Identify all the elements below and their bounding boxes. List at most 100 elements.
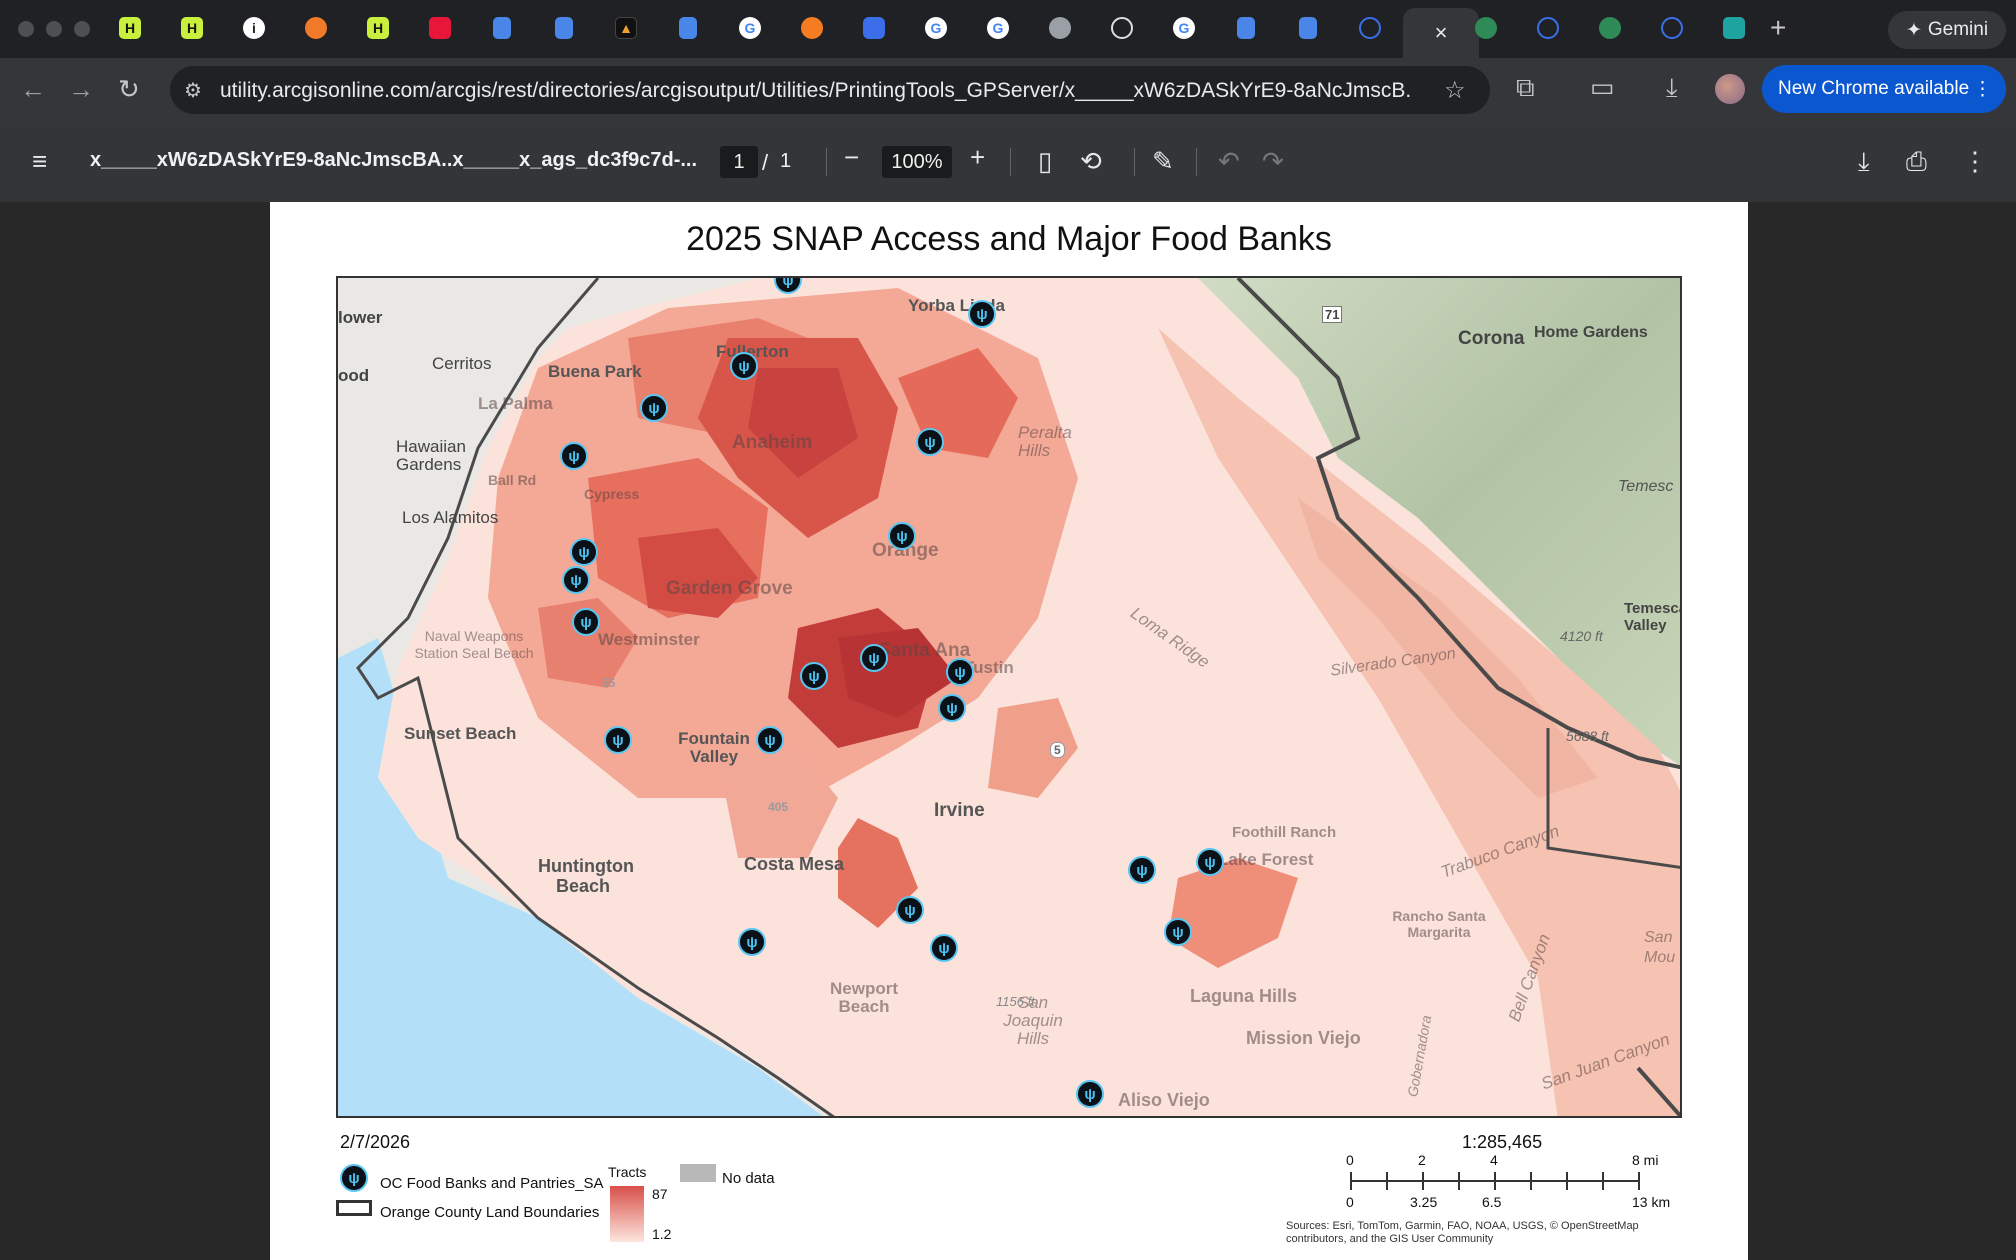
highway-shield: 5 [1050,742,1065,758]
place-label: Westminster [598,630,700,649]
gemini-button[interactable]: ✦ Gemini [1888,11,2006,49]
more-vert-icon: ⋮ [1973,78,1992,100]
tab[interactable]: G [984,14,1012,42]
bookmark-star-icon[interactable]: ☆ [1444,77,1466,104]
tab[interactable] [1108,14,1136,42]
cast-icon[interactable]: ▭ [1590,72,1615,102]
food-bank-pin[interactable]: ψ [938,694,966,722]
back-button[interactable]: ← [20,74,46,104]
place-label: Rancho Santa Margarita [1392,908,1486,940]
site-settings-icon[interactable]: ⚙ [184,80,202,102]
update-chrome-button[interactable]: New Chrome available ⋮ [1762,65,2006,113]
scale-km-tick: 13 km [1632,1194,1671,1210]
tab[interactable] [1294,14,1322,42]
profile-avatar[interactable] [1715,74,1745,104]
new-tab-button[interactable]: + [1770,12,1787,43]
google-icon: G [1173,17,1195,39]
zoom-input[interactable]: 100% [882,146,952,178]
reload-button[interactable]: ↻ [118,74,140,104]
food-bank-pin[interactable]: ψ [1196,848,1224,876]
map-canvas [338,278,1680,1116]
tab[interactable]: H [178,14,206,42]
food-bank-pin[interactable]: ψ [562,566,590,594]
food-bank-pin[interactable]: ψ [604,726,632,754]
food-bank-pin[interactable]: ψ [640,394,668,422]
window-close-button[interactable] [18,21,34,37]
tab[interactable]: ▲ [612,14,640,42]
tab[interactable] [302,14,330,42]
tab[interactable] [426,14,454,42]
place-label: Cerritos [432,354,492,373]
download-icon[interactable]: ⤓ [1666,72,1678,102]
food-bank-pin[interactable]: ψ [888,522,916,550]
tab[interactable] [1596,14,1624,42]
tab[interactable] [488,14,516,42]
page-separator: / [762,150,769,175]
annotate-icon[interactable]: ✎ [1152,146,1174,176]
print-icon[interactable]: ⎙ [1906,146,1927,176]
divider [826,148,827,176]
food-bank-pin[interactable]: ψ [1164,918,1192,946]
page-number-input[interactable]: 1 [720,146,758,178]
food-bank-pin[interactable]: ψ [946,658,974,686]
food-bank-pin[interactable]: ψ [916,428,944,456]
docs-icon [555,17,573,39]
tab[interactable] [798,14,826,42]
tab[interactable]: i [240,14,268,42]
food-bank-pin[interactable]: ψ [730,352,758,380]
undo-icon[interactable]: ↶ [1218,146,1240,176]
legend-tracts-max: 87 [652,1186,668,1202]
address-bar[interactable]: ⚙ utility.arcgisonline.com/arcgis/rest/d… [170,66,1490,114]
tab[interactable] [1658,14,1686,42]
tab[interactable]: G [922,14,950,42]
tab-close-icon[interactable]: × [1434,20,1448,45]
window-maximize-button[interactable] [74,21,90,37]
place-label: Huntington Beach [538,856,634,896]
tab[interactable] [674,14,702,42]
food-bank-pin[interactable]: ψ [1128,856,1156,884]
highway-shield: 71 [1322,306,1343,323]
food-bank-pin[interactable]: ψ [560,442,588,470]
place-label: Irvine [934,800,985,821]
food-bank-pin[interactable]: ψ [572,608,600,636]
map-sources: Sources: Esri, TomTom, Garmin, FAO, NOAA… [1286,1220,1639,1245]
fit-page-icon[interactable]: ▯ [1038,146,1053,176]
tab[interactable]: H [116,14,144,42]
download-pdf-icon[interactable]: ⤓ [1858,146,1870,176]
rotate-icon[interactable]: ⟲ [1080,146,1102,176]
tab[interactable]: H [364,14,392,42]
tab[interactable] [1472,14,1500,42]
extensions-icon[interactable]: ⧉ [1516,72,1535,102]
tab[interactable] [1046,14,1074,42]
window-minimize-button[interactable] [46,21,62,37]
pdf-page: 2025 SNAP Access and Major Food Banks [270,202,1748,1260]
active-tab[interactable]: × [1403,8,1479,58]
food-bank-pin[interactable]: ψ [930,934,958,962]
food-bank-pin[interactable]: ψ [860,644,888,672]
place-label: San Joaquin Hills [1003,993,1063,1048]
food-bank-pin[interactable]: ψ [800,662,828,690]
food-bank-pin[interactable]: ψ [756,726,784,754]
tab[interactable] [1356,14,1384,42]
redo-icon[interactable]: ↷ [1262,146,1284,176]
more-options-icon[interactable]: ⋮ [1962,146,1988,176]
zoom-in-button[interactable]: + [970,142,986,172]
zoom-out-button[interactable]: − [844,142,860,172]
url-text[interactable]: utility.arcgisonline.com/arcgis/rest/dir… [220,79,1410,102]
food-bank-pin[interactable]: ψ [1076,1080,1104,1108]
tab[interactable]: G [1170,14,1198,42]
food-bank-pin[interactable]: ψ [968,300,996,328]
tab[interactable]: G [736,14,764,42]
menu-icon[interactable]: ≡ [32,146,48,176]
tab[interactable] [860,14,888,42]
food-bank-pin[interactable]: ψ [896,896,924,924]
tab[interactable] [1534,14,1562,42]
map-scale-ratio: 1:285,465 [1462,1132,1543,1152]
tab[interactable] [1720,14,1748,42]
forward-button[interactable]: → [68,74,94,104]
scale-km-tick: 0 [1346,1194,1354,1210]
tab[interactable] [550,14,578,42]
food-bank-pin[interactable]: ψ [570,538,598,566]
tab[interactable] [1232,14,1260,42]
food-bank-pin[interactable]: ψ [738,928,766,956]
